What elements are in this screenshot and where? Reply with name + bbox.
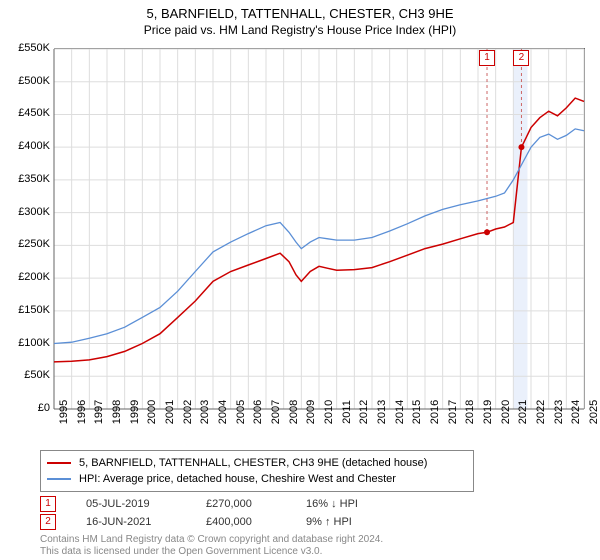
attribution-text: Contains HM Land Registry data © Crown c…	[40, 534, 383, 558]
x-tick-label: 2023	[553, 400, 565, 424]
x-tick-label: 2008	[288, 400, 300, 424]
sale-price: £270,000	[206, 498, 306, 510]
x-tick-label: 2022	[535, 400, 547, 424]
x-tick-label: 1998	[111, 400, 123, 424]
x-tick-label: 2016	[429, 400, 441, 424]
sale-vs-hpi: 16% ↓ HPI	[306, 498, 406, 510]
sale-price: £400,000	[206, 516, 306, 528]
chart-svg	[54, 49, 584, 409]
legend-label: 5, BARNFIELD, TATTENHALL, CHESTER, CH3 9…	[79, 457, 427, 469]
x-tick-label: 1999	[129, 400, 141, 424]
sale-vs-hpi: 9% ↑ HPI	[306, 516, 406, 528]
chart-plot-area	[54, 48, 585, 409]
x-tick-label: 2024	[570, 400, 582, 424]
x-tick-label: 2010	[323, 400, 335, 424]
y-tick-label: £400K	[18, 140, 50, 152]
sale-marker-icon: 1	[40, 496, 56, 512]
x-tick-label: 2001	[164, 400, 176, 424]
y-tick-label: £550K	[18, 42, 50, 54]
x-tick-label: 2018	[464, 400, 476, 424]
x-tick-label: 2013	[376, 400, 388, 424]
y-tick-label: £350K	[18, 173, 50, 185]
y-tick-label: £500K	[18, 75, 50, 87]
x-tick-label: 1996	[76, 400, 88, 424]
x-tick-label: 2014	[394, 400, 406, 424]
y-tick-label: £300K	[18, 206, 50, 218]
legend-item-price-paid: 5, BARNFIELD, TATTENHALL, CHESTER, CH3 9…	[47, 455, 467, 471]
y-tick-label: £200K	[18, 271, 50, 283]
chart-subtitle: Price paid vs. HM Land Registry's House …	[0, 23, 600, 39]
x-tick-label: 2012	[358, 400, 370, 424]
x-tick-label: 2025	[588, 400, 600, 424]
x-tick-label: 2009	[305, 400, 317, 424]
x-tick-label: 2002	[182, 400, 194, 424]
x-tick-label: 2015	[411, 400, 423, 424]
y-tick-label: £50K	[24, 369, 50, 381]
x-tick-label: 2021	[517, 400, 529, 424]
y-tick-label: £450K	[18, 107, 50, 119]
attribution-line: Contains HM Land Registry data © Crown c…	[40, 534, 383, 546]
x-tick-label: 1997	[93, 400, 105, 424]
attribution-line: This data is licensed under the Open Gov…	[40, 546, 383, 558]
x-tick-label: 2007	[270, 400, 282, 424]
y-tick-label: £0	[38, 402, 50, 414]
x-tick-label: 2019	[482, 400, 494, 424]
x-tick-label: 2004	[217, 400, 229, 424]
x-tick-label: 2020	[500, 400, 512, 424]
legend-swatch-blue	[47, 478, 71, 480]
chart-title-address: 5, BARNFIELD, TATTENHALL, CHESTER, CH3 9…	[0, 6, 600, 23]
sale-date: 05-JUL-2019	[86, 498, 206, 510]
sales-row: 1 05-JUL-2019 £270,000 16% ↓ HPI	[40, 495, 406, 513]
y-tick-label: £250K	[18, 238, 50, 250]
sales-row: 2 16-JUN-2021 £400,000 9% ↑ HPI	[40, 513, 406, 531]
x-tick-label: 2005	[235, 400, 247, 424]
sale-marker-box: 1	[479, 50, 495, 66]
x-tick-label: 2000	[146, 400, 158, 424]
x-tick-label: 2006	[252, 400, 264, 424]
sale-marker-icon: 2	[40, 514, 56, 530]
sales-table: 1 05-JUL-2019 £270,000 16% ↓ HPI 2 16-JU…	[40, 495, 406, 531]
legend-box: 5, BARNFIELD, TATTENHALL, CHESTER, CH3 9…	[40, 450, 474, 492]
y-tick-label: £100K	[18, 337, 50, 349]
title-block: 5, BARNFIELD, TATTENHALL, CHESTER, CH3 9…	[0, 0, 600, 38]
x-tick-label: 2011	[341, 400, 353, 424]
y-tick-label: £150K	[18, 304, 50, 316]
sale-date: 16-JUN-2021	[86, 516, 206, 528]
x-tick-label: 2003	[199, 400, 211, 424]
legend-label: HPI: Average price, detached house, Ches…	[79, 473, 396, 485]
x-tick-label: 1995	[58, 400, 70, 424]
legend-swatch-red	[47, 462, 71, 464]
sale-marker-box: 2	[513, 50, 529, 66]
x-tick-label: 2017	[447, 400, 459, 424]
chart-container: 5, BARNFIELD, TATTENHALL, CHESTER, CH3 9…	[0, 0, 600, 560]
legend-item-hpi: HPI: Average price, detached house, Ches…	[47, 471, 467, 487]
